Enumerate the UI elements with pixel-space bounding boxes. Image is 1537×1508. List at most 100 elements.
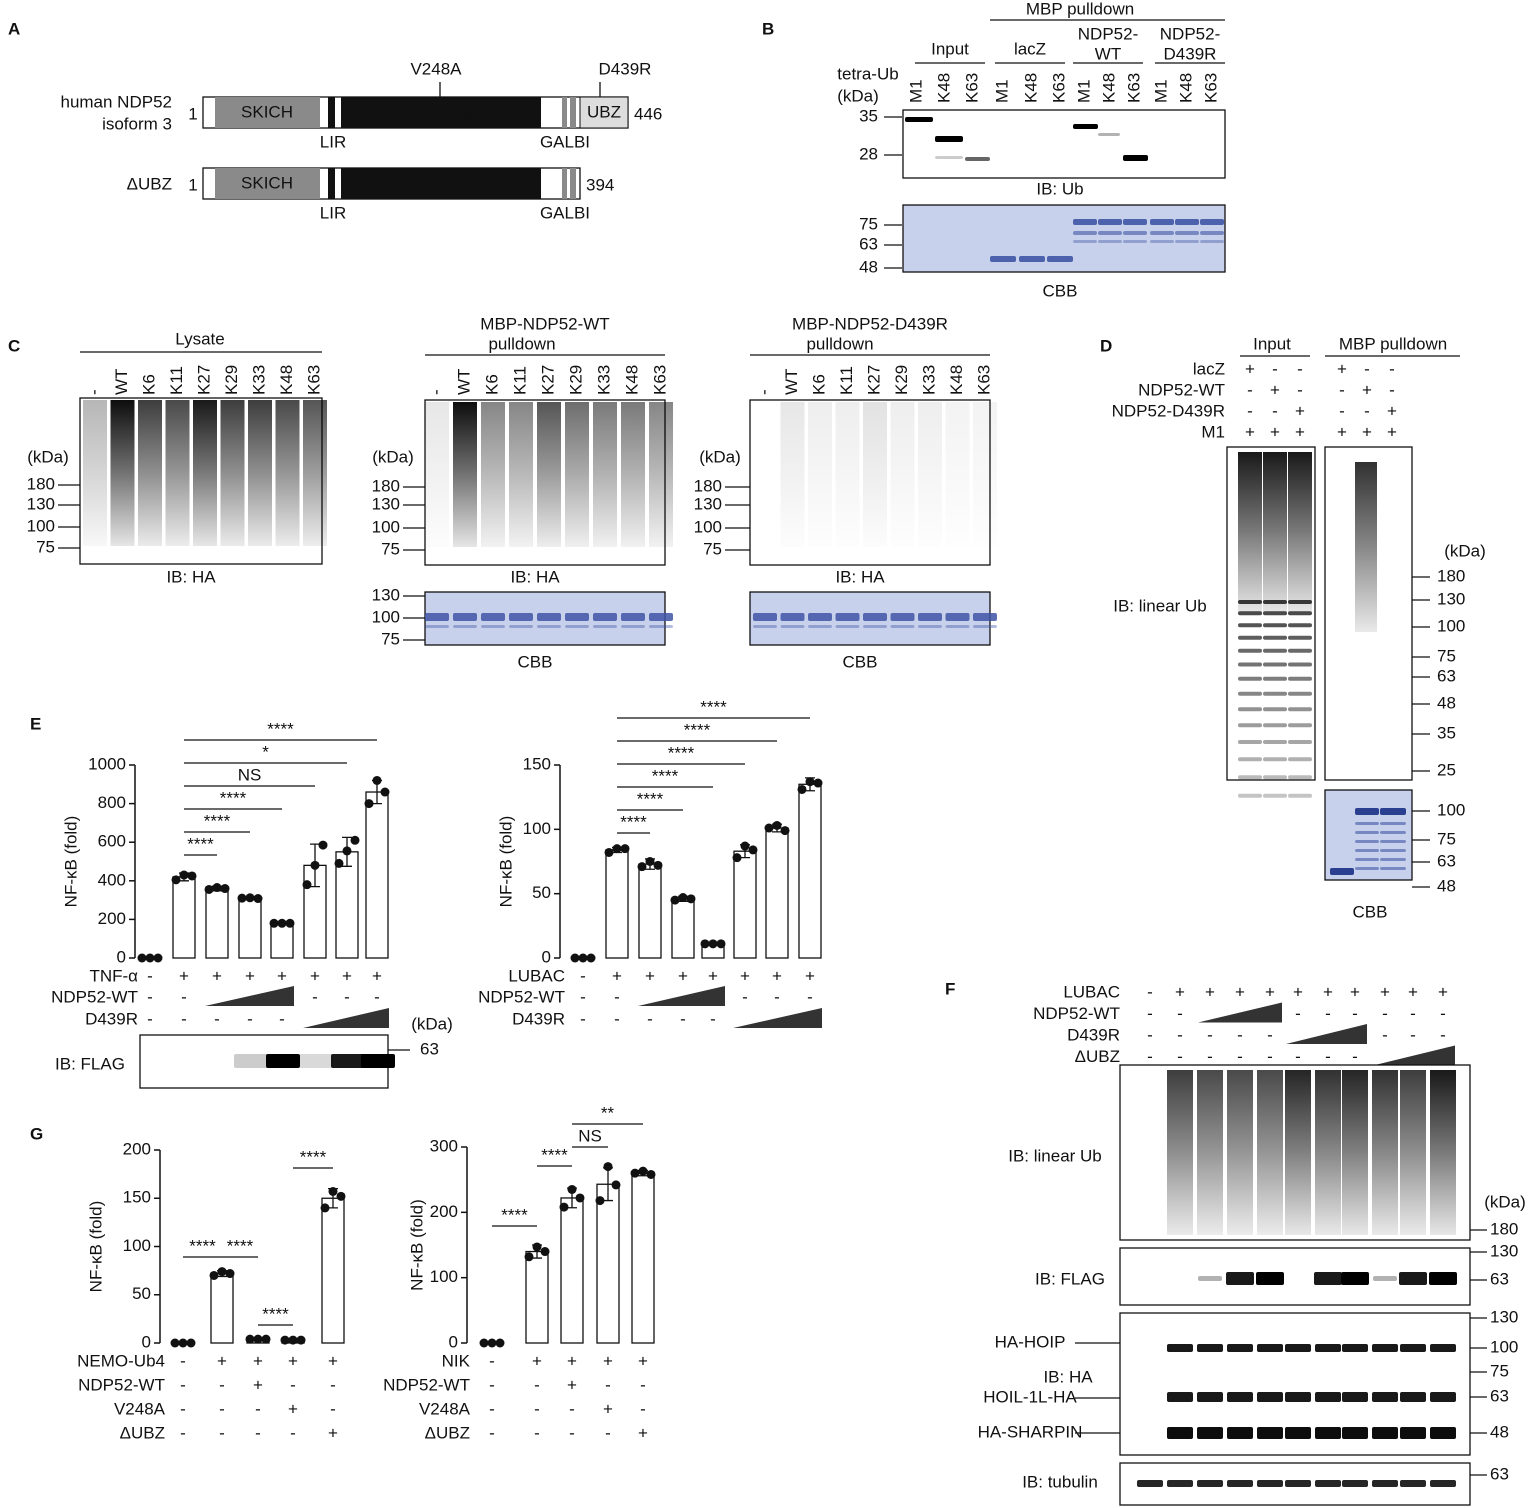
band xyxy=(1227,1344,1253,1352)
lane-label: - xyxy=(426,389,445,395)
domain-label: UBZ xyxy=(587,102,621,121)
condition-sign: + xyxy=(603,1399,613,1418)
marker-label: 130 xyxy=(1490,1241,1518,1260)
band xyxy=(1430,1427,1456,1439)
replicate-point xyxy=(145,953,155,963)
condition-sign: + xyxy=(328,1423,338,1442)
band xyxy=(1167,1344,1193,1352)
condition-sign: - xyxy=(147,987,153,1006)
replicate-point xyxy=(764,823,774,833)
band xyxy=(1098,133,1120,136)
significance-label: **** xyxy=(204,811,231,830)
axis-label: (kDa) xyxy=(1444,541,1486,560)
band xyxy=(1355,831,1379,834)
condition-sign: - xyxy=(580,987,586,1006)
replicate-point xyxy=(805,777,815,787)
ramp xyxy=(205,986,294,1006)
band-label: HOIL-1L-HA xyxy=(983,1387,1077,1406)
group-label: Input xyxy=(931,39,969,58)
marker-label: 25 xyxy=(1437,760,1456,779)
band xyxy=(1263,691,1287,696)
band xyxy=(1380,867,1406,870)
residue: 1 xyxy=(188,175,197,194)
replicate-point xyxy=(204,884,214,894)
smear xyxy=(1400,1070,1426,1235)
marker-label: 63 xyxy=(1437,666,1456,685)
condition-sign: - xyxy=(255,1399,261,1418)
condition-sign: + xyxy=(1387,422,1397,441)
significance-label: **** xyxy=(300,1147,327,1166)
condition-sign: + xyxy=(567,1351,577,1370)
band xyxy=(1238,648,1262,653)
condition-sign: - xyxy=(1382,1004,1388,1023)
condition-sign: + xyxy=(217,1351,227,1370)
significance-label: ** xyxy=(601,1103,615,1122)
smear xyxy=(1288,452,1312,612)
band xyxy=(1238,757,1262,762)
condition-sign: - xyxy=(180,1423,186,1442)
condition-sign: + xyxy=(1323,982,1333,1001)
lane-label: K63 xyxy=(1201,73,1220,103)
band xyxy=(973,625,997,628)
smear xyxy=(918,402,942,547)
condition-sign: - xyxy=(489,1423,495,1442)
condition-sign: - xyxy=(580,1009,586,1028)
y-tick-label: 100 xyxy=(523,819,551,838)
condition-sign: + xyxy=(253,1351,263,1370)
condition-sign: - xyxy=(374,987,380,1006)
condition-sign: + xyxy=(179,966,189,985)
replicate-point xyxy=(237,893,247,903)
band xyxy=(1288,757,1312,762)
lane-label: K27 xyxy=(538,365,557,395)
replicate-point xyxy=(686,894,696,904)
condition-sign: - xyxy=(580,966,586,985)
motif-label: GALBI xyxy=(540,203,590,222)
condition-sign: - xyxy=(605,1423,611,1442)
band xyxy=(1098,219,1122,225)
smear xyxy=(863,402,887,547)
band xyxy=(965,157,990,161)
band xyxy=(1263,757,1287,762)
condition-sign: - xyxy=(807,987,813,1006)
band xyxy=(1288,676,1312,681)
condition-sign: - xyxy=(1297,359,1303,378)
band xyxy=(1238,691,1262,696)
replicate-point xyxy=(153,953,163,963)
replicate-point xyxy=(288,1335,298,1345)
motif xyxy=(570,168,576,199)
replicate-point xyxy=(645,857,655,866)
smear xyxy=(808,402,832,547)
axis-label: (kDa) xyxy=(411,1014,453,1033)
condition-name: D439R xyxy=(1067,1025,1120,1044)
smear xyxy=(780,402,805,547)
band xyxy=(1227,1480,1253,1487)
blot-label: IB: HA xyxy=(1043,1367,1093,1386)
replicate-point xyxy=(285,918,295,928)
motif xyxy=(562,168,567,199)
bar xyxy=(798,783,822,959)
condition-sign: + xyxy=(532,1351,542,1370)
condition-sign: + xyxy=(1295,422,1305,441)
blot-label: IB: linear Ub xyxy=(1008,1146,1102,1165)
condition-sign: - xyxy=(290,1375,296,1394)
replicate-point xyxy=(559,1202,569,1212)
condition-sign: - xyxy=(1352,1004,1358,1023)
domain-label: Coiled-coil xyxy=(397,102,476,121)
y-tick-label: 200 xyxy=(123,1139,151,1158)
replicate-point xyxy=(653,860,663,870)
replicate-point xyxy=(575,1193,585,1203)
condition-sign: - xyxy=(312,987,318,1006)
lane-label: - xyxy=(84,389,103,395)
condition-sign: + xyxy=(245,966,255,985)
band xyxy=(1263,611,1287,616)
y-tick-label: 300 xyxy=(430,1136,458,1155)
smear xyxy=(1257,1070,1283,1235)
band xyxy=(1227,1427,1253,1439)
y-tick-label: 100 xyxy=(123,1236,151,1255)
band xyxy=(649,625,673,628)
condition-sign: + xyxy=(1350,982,1360,1001)
condition-sign: + xyxy=(310,966,320,985)
replicate-point xyxy=(245,1334,255,1344)
condition-sign: + xyxy=(603,1351,613,1370)
band xyxy=(1399,1272,1427,1285)
